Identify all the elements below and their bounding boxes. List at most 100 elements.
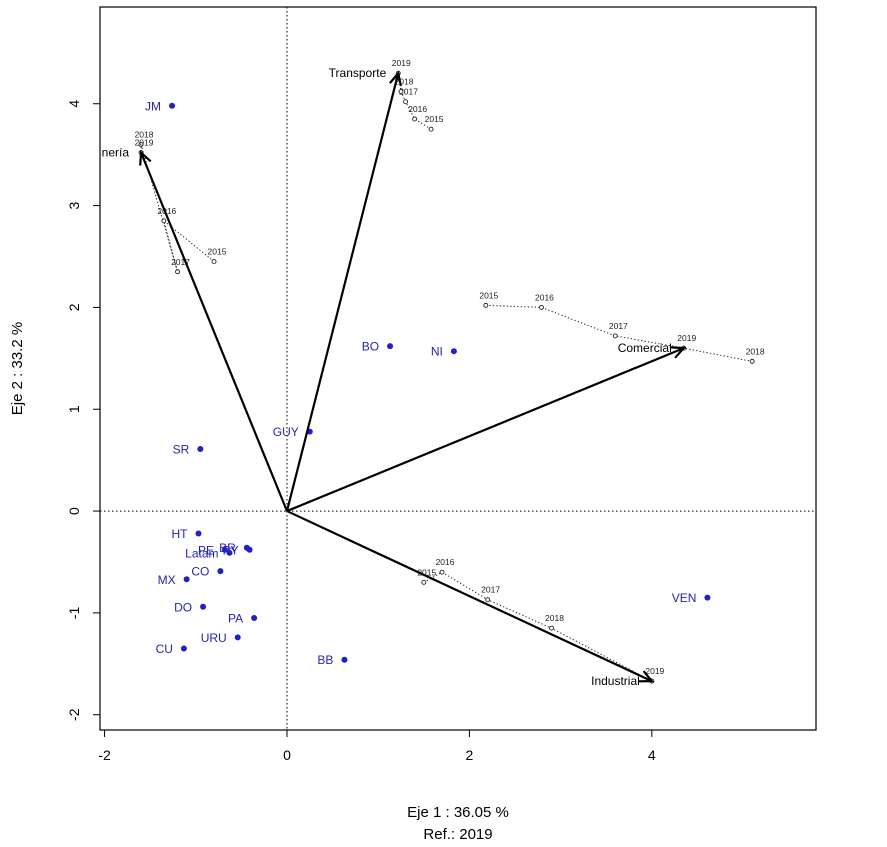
plot-content: JMBONIGUYSRHTPEBRPYLatamCOMXDOPAURUCUBBV…	[100, 7, 816, 730]
y-tick-label: 3	[66, 201, 82, 209]
vector-label: Industrial	[591, 674, 640, 688]
vector-arrow	[286, 347, 685, 513]
country-point	[387, 343, 394, 350]
country-label: HT	[172, 527, 189, 541]
vector-arrowhead	[139, 150, 152, 166]
y-tick-label: 4	[66, 100, 82, 108]
vector-label: nería	[102, 146, 130, 160]
country-label: GUY	[273, 425, 299, 439]
plot-frame	[99, 6, 817, 731]
country-label: CO	[191, 565, 209, 579]
trajectory-point	[403, 99, 409, 105]
vector-arrowhead	[638, 670, 655, 683]
vector-arrowhead	[670, 346, 687, 359]
year-label: 2016	[535, 292, 554, 302]
country-point	[341, 656, 348, 663]
country-label: NI	[431, 345, 443, 359]
country-label: JM	[145, 99, 161, 113]
vector-arrowhead	[389, 70, 402, 87]
country-label: MX	[158, 573, 176, 587]
country-point	[217, 568, 224, 575]
country-point	[234, 634, 241, 641]
country-label: CU	[156, 642, 173, 656]
year-label: 2016	[436, 557, 455, 567]
y-axis-title: Eje 2 : 33.2 %	[9, 322, 26, 415]
trajectory-line	[485, 304, 753, 362]
vector-arrow	[286, 510, 653, 683]
trajectory-point	[138, 142, 144, 147]
y-tick-label: -2	[66, 708, 82, 721]
trajectory-point	[539, 304, 544, 310]
y-tick-label: 0	[66, 507, 82, 515]
year-label: 2018	[395, 77, 414, 87]
trajectory-point	[398, 89, 404, 94]
country-point	[180, 645, 187, 652]
year-label: 2019	[392, 58, 411, 68]
vector-arrow	[285, 72, 400, 512]
country-point	[195, 530, 202, 537]
country-point	[197, 445, 204, 452]
country-point	[246, 546, 253, 553]
country-point	[450, 348, 457, 355]
x-axis-reference: Ref.: 2019	[423, 826, 492, 843]
country-label: BB	[317, 653, 333, 667]
y-tick-label: 2	[66, 303, 82, 311]
country-point	[200, 603, 207, 610]
year-label: 2017	[609, 321, 628, 331]
country-point	[251, 614, 258, 621]
trajectory-point	[428, 126, 434, 132]
country-label: PA	[228, 611, 243, 625]
country-label: PE	[198, 543, 214, 557]
trajectory-point	[749, 358, 755, 364]
trajectory-point	[483, 302, 489, 308]
year-label: 2018	[135, 129, 154, 139]
country-label: DO	[174, 600, 192, 614]
country-label: URU	[201, 631, 227, 645]
year-label: 2017	[171, 257, 190, 267]
x-tick-label: 2	[466, 747, 474, 763]
country-point	[704, 594, 711, 601]
vector-label: Comercial	[618, 341, 672, 355]
country-point	[226, 549, 233, 556]
country-label: BO	[362, 340, 379, 354]
vector-arrow	[140, 152, 288, 512]
trajectory-point	[421, 579, 427, 585]
vector-label: Transporte	[329, 66, 387, 80]
trajectory-line	[140, 144, 215, 272]
y-tick-label: 1	[66, 405, 82, 413]
x-tick-label: 0	[283, 747, 291, 763]
country-point	[169, 102, 176, 109]
trajectory-point	[612, 333, 618, 339]
year-label: 2016	[157, 206, 176, 216]
country-point	[183, 576, 190, 583]
trajectory-point	[549, 625, 554, 631]
country-label: Latam	[185, 546, 218, 560]
x-tick-label: -2	[98, 747, 111, 763]
year-label: 2019	[135, 138, 154, 148]
trajectory-point	[161, 218, 167, 224]
trajectory-point	[175, 269, 180, 275]
trajectory-point	[211, 259, 217, 265]
country-point	[221, 546, 228, 553]
year-label: 2017	[399, 87, 418, 97]
year-label: 2015	[425, 114, 444, 124]
x-axis-title: Eje 1 : 36.05 %	[407, 804, 509, 821]
year-label: 2015	[479, 290, 498, 300]
x-tick-label: 4	[648, 747, 656, 763]
country-label: SR	[173, 442, 190, 456]
year-label: 2015	[417, 567, 436, 577]
year-label: 2019	[645, 666, 664, 676]
trajectory-point	[412, 116, 418, 122]
year-label: 2018	[545, 613, 564, 623]
year-label: 2019	[677, 333, 696, 343]
year-label: 2015	[208, 247, 227, 257]
year-label: 2016	[408, 104, 427, 114]
trajectory-point	[439, 569, 445, 575]
axes: -2 0 2 4 -2 -1 0 1 2 3 4	[66, 100, 656, 763]
y-tick-label: -1	[66, 606, 82, 619]
year-label: 2018	[746, 346, 765, 356]
country-label: VEN	[672, 591, 697, 605]
year-label: 2017	[481, 585, 500, 595]
trajectory-point	[485, 597, 491, 603]
